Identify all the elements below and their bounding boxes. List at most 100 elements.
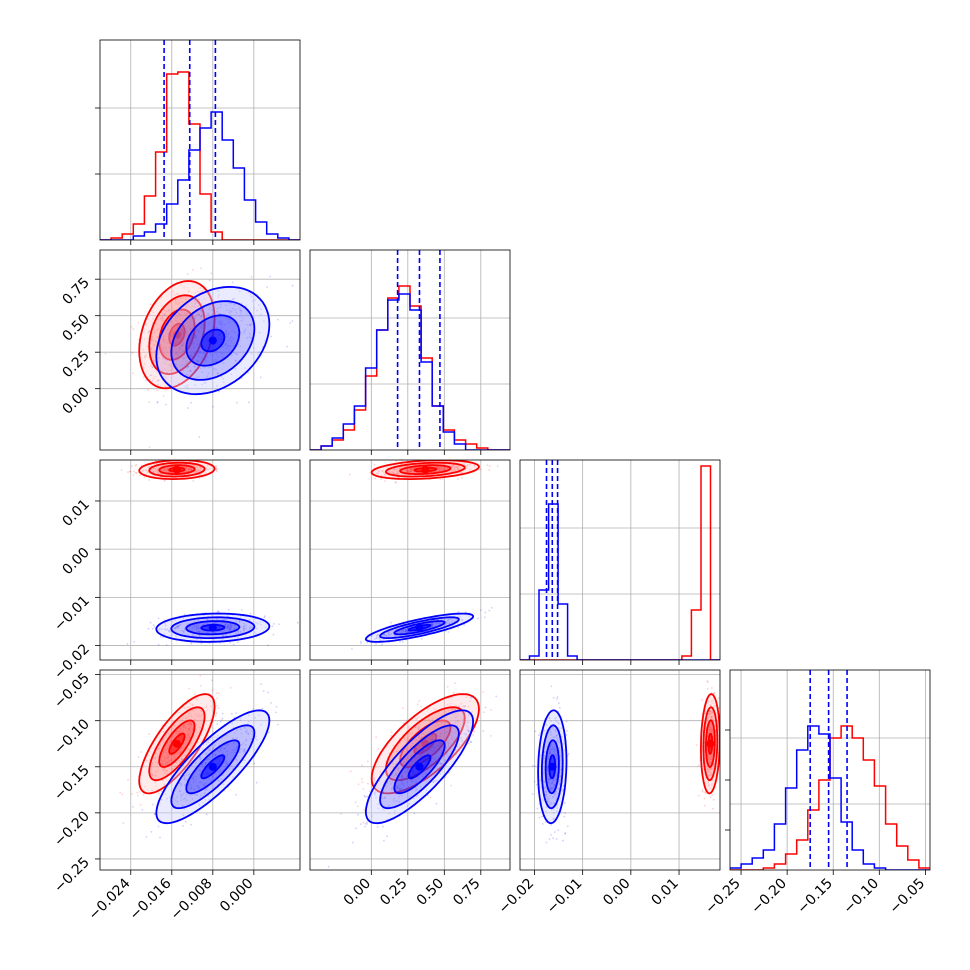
sample-point bbox=[558, 780, 560, 783]
sample-point bbox=[178, 752, 181, 754]
sample-point bbox=[438, 742, 441, 745]
sample-point bbox=[174, 627, 177, 630]
sample-point bbox=[189, 324, 191, 327]
sample-point bbox=[206, 313, 208, 315]
sample-point bbox=[147, 331, 150, 334]
sample-point bbox=[222, 773, 224, 776]
sample-point bbox=[222, 381, 225, 384]
sample-point bbox=[551, 781, 554, 784]
sample-point bbox=[447, 709, 450, 712]
sample-point bbox=[708, 712, 711, 715]
sample-point bbox=[206, 758, 208, 761]
sample-point bbox=[713, 775, 716, 778]
sample-point bbox=[389, 633, 392, 636]
sample-point bbox=[219, 747, 222, 750]
sample-point bbox=[467, 742, 470, 745]
sample-point bbox=[376, 634, 378, 637]
sample-point bbox=[445, 716, 447, 719]
y-tick-label: 0.00 bbox=[59, 384, 92, 417]
panel-frame bbox=[99, 459, 301, 661]
sample-point bbox=[179, 319, 181, 321]
sample-point bbox=[397, 786, 400, 789]
sample-point bbox=[197, 347, 200, 350]
sample-point bbox=[439, 468, 442, 470]
sample-point bbox=[412, 759, 414, 762]
sample-point bbox=[549, 787, 552, 790]
sample-point bbox=[204, 763, 207, 766]
sample-point bbox=[183, 726, 185, 729]
sample-point bbox=[235, 758, 238, 761]
sample-point bbox=[430, 744, 433, 747]
sample-point bbox=[382, 791, 384, 794]
sample-point bbox=[182, 344, 184, 346]
sample-point bbox=[186, 335, 189, 337]
sample-point bbox=[185, 360, 188, 363]
x-tick-label: 0.01 bbox=[649, 876, 682, 909]
sample-point bbox=[396, 787, 399, 790]
sample-point bbox=[436, 734, 438, 737]
sample-point bbox=[364, 822, 367, 825]
sample-point bbox=[173, 753, 176, 756]
sample-point bbox=[174, 317, 177, 320]
sample-point bbox=[546, 768, 548, 771]
sample-point bbox=[553, 808, 555, 811]
sample-point bbox=[251, 323, 253, 325]
sample-point bbox=[182, 350, 185, 353]
panel-2d-2-1 bbox=[310, 460, 510, 660]
sample-point bbox=[219, 642, 222, 644]
sample-point bbox=[211, 679, 213, 682]
sample-point bbox=[247, 371, 249, 374]
sample-point bbox=[375, 796, 377, 799]
sample-point bbox=[204, 782, 207, 785]
sample-point bbox=[197, 331, 200, 334]
sample-point bbox=[433, 749, 436, 752]
sample-point bbox=[197, 376, 200, 379]
sample-point bbox=[158, 747, 160, 750]
sample-point bbox=[223, 618, 226, 621]
sample-point bbox=[427, 745, 430, 748]
sample-point bbox=[409, 470, 411, 473]
sample-point bbox=[355, 827, 357, 830]
sample-point bbox=[224, 342, 227, 345]
sample-point bbox=[187, 773, 190, 776]
sample-point bbox=[438, 735, 441, 737]
sample-point bbox=[707, 768, 710, 771]
sample-point bbox=[198, 331, 200, 334]
sample-point bbox=[163, 469, 166, 471]
sample-point bbox=[708, 726, 711, 729]
sample-point bbox=[405, 628, 408, 631]
sample-point bbox=[546, 800, 549, 803]
sample-point bbox=[214, 754, 217, 756]
sample-point bbox=[191, 327, 193, 330]
sample-point bbox=[710, 729, 713, 731]
sample-point bbox=[179, 751, 181, 754]
sample-point bbox=[431, 743, 434, 746]
sample-point bbox=[375, 736, 377, 738]
sample-point bbox=[546, 766, 548, 768]
sample-point bbox=[194, 306, 197, 308]
sample-point bbox=[467, 705, 470, 708]
sample-point bbox=[207, 372, 210, 375]
sample-point bbox=[411, 782, 414, 785]
sample-point bbox=[199, 287, 202, 289]
sample-point bbox=[393, 775, 396, 777]
sample-point bbox=[420, 705, 423, 708]
sample-point bbox=[707, 780, 710, 783]
sample-point bbox=[250, 276, 253, 278]
sample-point bbox=[179, 751, 182, 754]
sample-point bbox=[544, 755, 546, 758]
sample-point bbox=[437, 731, 440, 734]
sample-point bbox=[180, 283, 183, 286]
sample-point bbox=[177, 382, 180, 385]
sample-point bbox=[454, 720, 457, 722]
sample-point bbox=[541, 823, 544, 825]
sample-point bbox=[364, 795, 367, 798]
sample-point bbox=[713, 692, 715, 694]
sample-point bbox=[562, 784, 565, 787]
sample-point bbox=[199, 757, 202, 760]
sample-point bbox=[191, 798, 194, 800]
sample-point bbox=[164, 748, 167, 751]
sample-point bbox=[556, 807, 559, 809]
sample-point bbox=[552, 736, 555, 739]
sample-point bbox=[552, 748, 555, 750]
